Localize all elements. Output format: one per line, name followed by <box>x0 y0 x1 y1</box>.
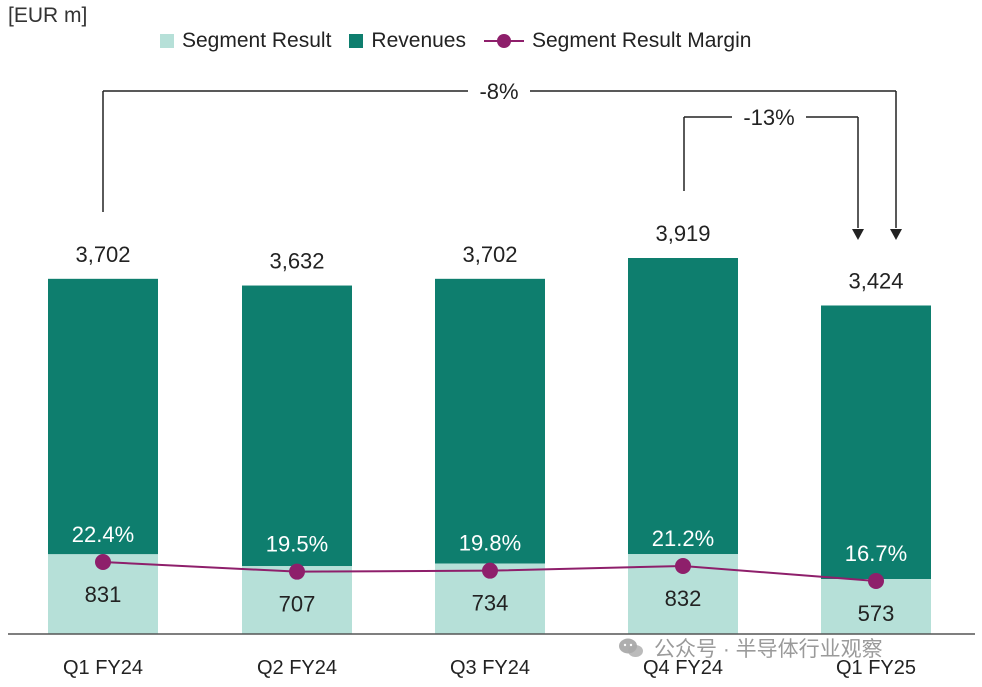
legend-label-revenues: Revenues <box>371 29 466 52</box>
unit-label: [EUR m] <box>8 4 88 27</box>
watermark: 公众号 · 半导体行业观察 <box>618 634 883 662</box>
margin-point <box>289 563 305 580</box>
legend-label-margin: Segment Result Margin <box>531 29 752 52</box>
x-tick-label: Q3 FY24 <box>450 657 530 679</box>
segment-result-value-label: 734 <box>472 591 509 616</box>
annotation-arrow-8pct <box>890 229 902 240</box>
revenue-value-label: 3,424 <box>848 268 903 293</box>
legend-item-margin: Segment Result Margin <box>483 29 752 53</box>
margin-point <box>868 573 884 589</box>
revenue-bar <box>435 278 545 564</box>
segment-result-value-label: 832 <box>665 586 702 611</box>
margin-value-label: 19.8% <box>459 531 521 556</box>
margin-value-label: 16.7% <box>845 541 907 566</box>
revenue-bar <box>242 285 352 567</box>
legend-item-segment-result: Segment Result <box>160 29 331 53</box>
legend-label-segment-result: Segment Result <box>182 29 332 52</box>
revenue-bar <box>628 258 738 555</box>
revenue-bar <box>48 278 158 555</box>
margin-value-label: 19.5% <box>266 532 328 557</box>
legend-swatch-segment-result <box>160 34 174 48</box>
x-tick-label: Q2 FY24 <box>257 657 337 679</box>
legend: Segment Result Revenues Segment Result M… <box>160 28 769 54</box>
wechat-icon <box>619 638 643 657</box>
x-tick-label: Q1 FY24 <box>63 657 143 679</box>
segment-result-value-label: 707 <box>279 592 316 617</box>
watermark-text: 公众号 · 半导体行业观察 <box>654 638 883 661</box>
x-tick-label: Q1 FY25 <box>836 657 916 679</box>
margin-point <box>95 554 111 570</box>
margin-point <box>482 562 498 579</box>
revenue-bar <box>821 305 931 580</box>
margin-value-label: 21.2% <box>652 526 714 551</box>
segment-result-value-label: 831 <box>85 582 122 607</box>
annotation-label-8pct: -8% <box>479 79 518 104</box>
legend-swatch-margin <box>483 34 524 48</box>
margin-value-label: 22.4% <box>72 522 134 547</box>
annotation-label-13pct: -13% <box>743 105 794 130</box>
revenue-value-label: 3,702 <box>75 242 130 267</box>
legend-swatch-revenues <box>349 34 364 48</box>
revenue-value-label: 3,632 <box>269 249 324 274</box>
revenue-value-label: 3,702 <box>462 242 517 267</box>
revenue-value-label: 3,919 <box>655 221 710 246</box>
annotation-arrow-13pct <box>852 229 864 240</box>
legend-item-revenues: Revenues <box>349 29 466 53</box>
x-tick-label: Q4 FY24 <box>643 657 723 679</box>
segment-result-value-label: 573 <box>858 601 895 626</box>
margin-point <box>675 558 691 574</box>
